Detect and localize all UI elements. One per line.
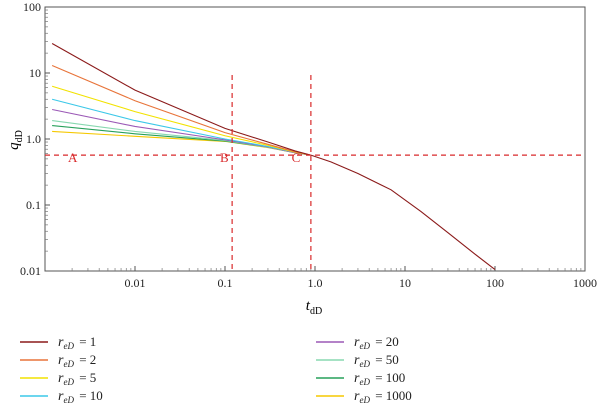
legend-label: reD = 50	[354, 352, 399, 369]
series-line-1	[51, 64, 311, 156]
annotations: A B C	[68, 150, 300, 165]
legend-entry-2: reD = 5	[20, 370, 96, 387]
x-tick-label: 0.01	[125, 276, 146, 290]
x-axis-label: tdD	[306, 298, 322, 317]
legend-label: reD = 2	[58, 352, 96, 369]
y-tick-label: 100	[23, 0, 41, 14]
reference-lines	[45, 75, 585, 271]
series-layer	[51, 43, 496, 271]
legend-entry-6: reD = 100	[316, 370, 405, 387]
legend-entry-5: reD = 50	[316, 352, 399, 369]
x-tick-label: 1000	[573, 276, 597, 290]
plot-frame	[44, 6, 586, 272]
legend-entry-7: reD = 1000	[316, 388, 412, 404]
x-tick-label: 0.1	[218, 276, 233, 290]
y-tick-label: 0.1	[26, 198, 41, 212]
y-tick-label: 0.01	[20, 264, 41, 278]
x-axis-label-sub: dD	[310, 306, 322, 317]
x-axis-label-main: t	[306, 298, 311, 314]
y-axis-ticks: 0.01 0.1 1.0 10 100	[20, 0, 50, 278]
axes	[44, 6, 586, 272]
decline-curve	[310, 154, 496, 271]
legend-label: reD = 1000	[354, 388, 412, 404]
x-tick-label: 1.0	[308, 276, 323, 290]
legend-entry-0: reD = 1	[20, 334, 96, 351]
x-axis-ticks: 0.01 0.1 1.0 10 100 1000	[71, 266, 597, 290]
series-line-2	[51, 85, 311, 156]
legend-entry-3: reD = 10	[20, 388, 103, 404]
y-tick-label: 10	[29, 66, 41, 80]
annotation-b: B	[220, 150, 229, 165]
legend-label: reD = 20	[354, 334, 399, 351]
series-line-0	[51, 43, 312, 156]
y-axis-label-main: q	[6, 142, 22, 150]
y-axis-label: qdD	[6, 130, 25, 150]
x-tick-label: 10	[399, 276, 411, 290]
legend-entry-4: reD = 20	[316, 334, 399, 351]
x-tick-label: 100	[486, 276, 504, 290]
y-axis-label-sub: dD	[14, 130, 25, 142]
y-tick-label: 1.0	[26, 132, 41, 146]
legend-label: reD = 1	[58, 334, 96, 351]
legend-entry-1: reD = 2	[20, 352, 96, 369]
annotation-c: C	[292, 150, 301, 165]
legend-label: reD = 100	[354, 370, 405, 387]
legend-label: reD = 5	[58, 370, 96, 387]
annotation-a: A	[68, 150, 78, 165]
legend-label: reD = 10	[58, 388, 103, 404]
series-line-4	[52, 108, 311, 156]
